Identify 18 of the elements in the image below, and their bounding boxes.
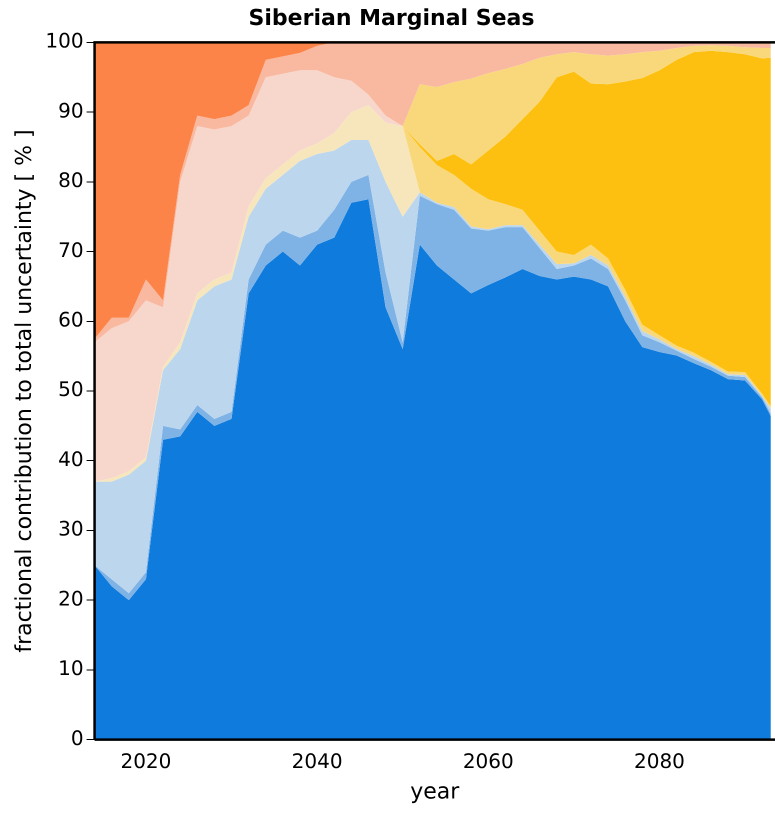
x-tick-label: 2060 (462, 748, 514, 773)
y-tick-label: 100 (45, 28, 84, 53)
y-tick-label: 80 (58, 168, 84, 192)
y-tick-label: 20 (58, 586, 84, 610)
y-tick-label: 40 (58, 446, 84, 471)
y-tick-label: 50 (58, 377, 84, 402)
y-tick-label: 10 (58, 656, 84, 680)
x-axis-title: year (410, 780, 460, 805)
x-tick-label: 2040 (292, 748, 343, 773)
x-tick-label: 2020 (120, 748, 172, 773)
y-tick-label: 70 (58, 238, 84, 262)
x-tick-label: 2080 (634, 748, 685, 773)
y-tick-label: 60 (58, 307, 84, 332)
y-tick-label: 90 (58, 98, 84, 122)
y-tick-label: 0 (70, 726, 84, 750)
chart-title: Siberian Marginal Seas (248, 6, 534, 31)
y-axis-title: fractional contribution to total uncertainty [ % ] (12, 129, 37, 653)
y-tick-label: 30 (58, 516, 84, 541)
